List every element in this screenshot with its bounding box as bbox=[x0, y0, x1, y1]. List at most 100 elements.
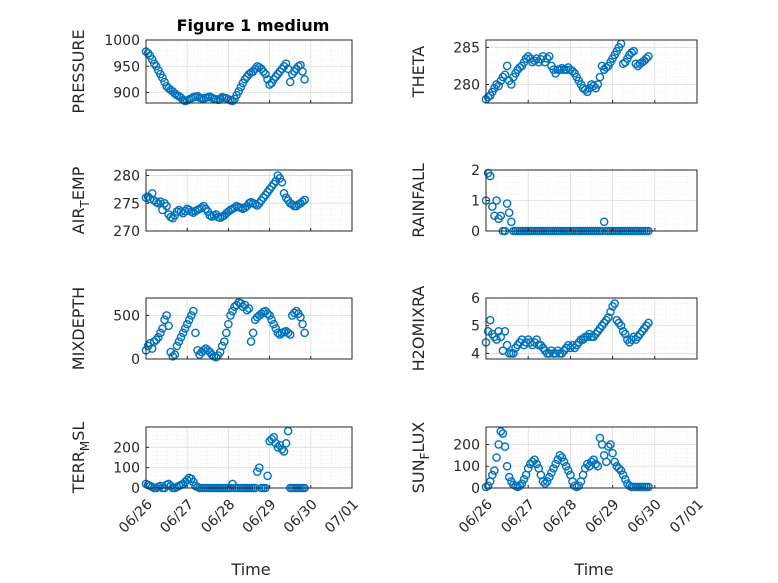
data-point bbox=[591, 459, 601, 469]
data-point bbox=[580, 464, 590, 473]
data-point bbox=[555, 65, 565, 74]
data-point bbox=[265, 311, 274, 320]
data-point bbox=[261, 69, 270, 79]
sun-flux-panel: 0 100 200 06/26 06/27 06/28 06/29 06/30 07/01 SUN… bbox=[409, 422, 707, 537]
data-point bbox=[589, 81, 598, 91]
data-point bbox=[500, 326, 510, 336]
data-point bbox=[618, 470, 628, 480]
y-axis-label: MIXDEPTH bbox=[69, 287, 88, 370]
data-point bbox=[298, 197, 307, 206]
data-point bbox=[532, 459, 541, 469]
data-point bbox=[187, 311, 196, 320]
data-point bbox=[271, 438, 281, 448]
data-point bbox=[601, 63, 611, 72]
data-point bbox=[492, 335, 501, 344]
data-point bbox=[147, 55, 157, 64]
data-point bbox=[174, 337, 184, 346]
data-point bbox=[502, 340, 512, 350]
data-point bbox=[504, 208, 514, 217]
y-axis-label: H2OMIXRA bbox=[409, 286, 428, 372]
y-axis-label: THETA bbox=[409, 46, 428, 98]
axes-box bbox=[485, 297, 698, 360]
data-point bbox=[244, 304, 254, 313]
data-point bbox=[300, 328, 309, 338]
data-point bbox=[582, 459, 592, 469]
data-point bbox=[545, 52, 554, 61]
data-point bbox=[568, 477, 577, 486]
data-point bbox=[549, 464, 558, 473]
x-tick-label: 06/27 bbox=[157, 497, 197, 537]
data-point bbox=[492, 453, 501, 462]
data-point bbox=[498, 72, 508, 82]
y-axis-label: SUNFLUX bbox=[409, 422, 432, 494]
data-point bbox=[593, 461, 603, 471]
y-tick-label: 5 bbox=[471, 319, 480, 335]
data-point bbox=[604, 442, 613, 451]
data-point bbox=[504, 472, 514, 482]
y-axis-label: TERRMSL bbox=[69, 422, 92, 495]
data-point bbox=[300, 75, 309, 84]
x-tick-label: 07/01 bbox=[667, 497, 707, 537]
data-point bbox=[523, 52, 533, 61]
data-point bbox=[587, 457, 596, 467]
y-tick-label: 280 bbox=[113, 169, 140, 185]
data-point bbox=[589, 455, 598, 464]
y-axis-label: PRESSURE bbox=[69, 29, 88, 113]
axes-box bbox=[145, 297, 353, 360]
data-point bbox=[608, 448, 617, 458]
data-point bbox=[285, 77, 295, 87]
mixdepth-panel: 0 500 MIXDEPTH bbox=[69, 287, 353, 370]
data-point bbox=[273, 328, 283, 338]
data-point bbox=[601, 457, 611, 467]
data-point bbox=[158, 73, 167, 83]
data-point bbox=[557, 453, 567, 462]
data-point bbox=[279, 188, 289, 198]
y-tick-label: 0 bbox=[131, 481, 140, 497]
data-point bbox=[217, 341, 227, 351]
data-point bbox=[485, 171, 495, 181]
theta-panel: 280 285 THETA bbox=[409, 39, 698, 104]
data-point bbox=[230, 203, 239, 213]
data-point bbox=[226, 311, 235, 320]
data-point bbox=[162, 201, 171, 211]
data-point bbox=[287, 200, 297, 209]
data-point bbox=[620, 474, 630, 484]
data-point bbox=[252, 467, 262, 477]
data-point bbox=[521, 54, 531, 63]
data-point bbox=[616, 321, 626, 331]
data-point bbox=[483, 326, 493, 336]
y-tick-label: 6 bbox=[471, 291, 480, 307]
data-point bbox=[290, 308, 299, 318]
data-point bbox=[211, 352, 221, 362]
y-tick-label: 500 bbox=[113, 308, 140, 324]
data-point bbox=[644, 52, 653, 61]
data-point bbox=[642, 54, 651, 63]
data-point bbox=[267, 315, 276, 325]
x-axis-label-right: Time bbox=[573, 560, 613, 579]
data-point bbox=[271, 324, 281, 333]
data-point bbox=[490, 466, 499, 475]
data-point bbox=[507, 80, 516, 89]
data-point bbox=[488, 202, 497, 211]
x-tick-label: 06/28 bbox=[540, 497, 580, 537]
y-tick-label: 1000 bbox=[104, 33, 140, 49]
x-tick-label: 06/30 bbox=[625, 497, 665, 537]
data-point bbox=[219, 337, 229, 346]
y-tick-label: 200 bbox=[453, 437, 480, 453]
data-point bbox=[184, 315, 194, 325]
data-point bbox=[557, 63, 567, 73]
data-point bbox=[492, 196, 501, 205]
data-point bbox=[517, 335, 527, 344]
data-point bbox=[547, 468, 556, 478]
data-point bbox=[228, 306, 237, 316]
data-point bbox=[277, 177, 287, 187]
y-tick-label: 280 bbox=[453, 77, 480, 93]
y-tick-label: 2 bbox=[471, 163, 480, 179]
data-point bbox=[532, 335, 541, 344]
data-point bbox=[170, 350, 180, 359]
data-point bbox=[618, 59, 628, 69]
data-point bbox=[496, 332, 506, 342]
data-point bbox=[265, 80, 274, 89]
data-point bbox=[599, 217, 609, 227]
y-tick-label: 4 bbox=[471, 346, 480, 362]
